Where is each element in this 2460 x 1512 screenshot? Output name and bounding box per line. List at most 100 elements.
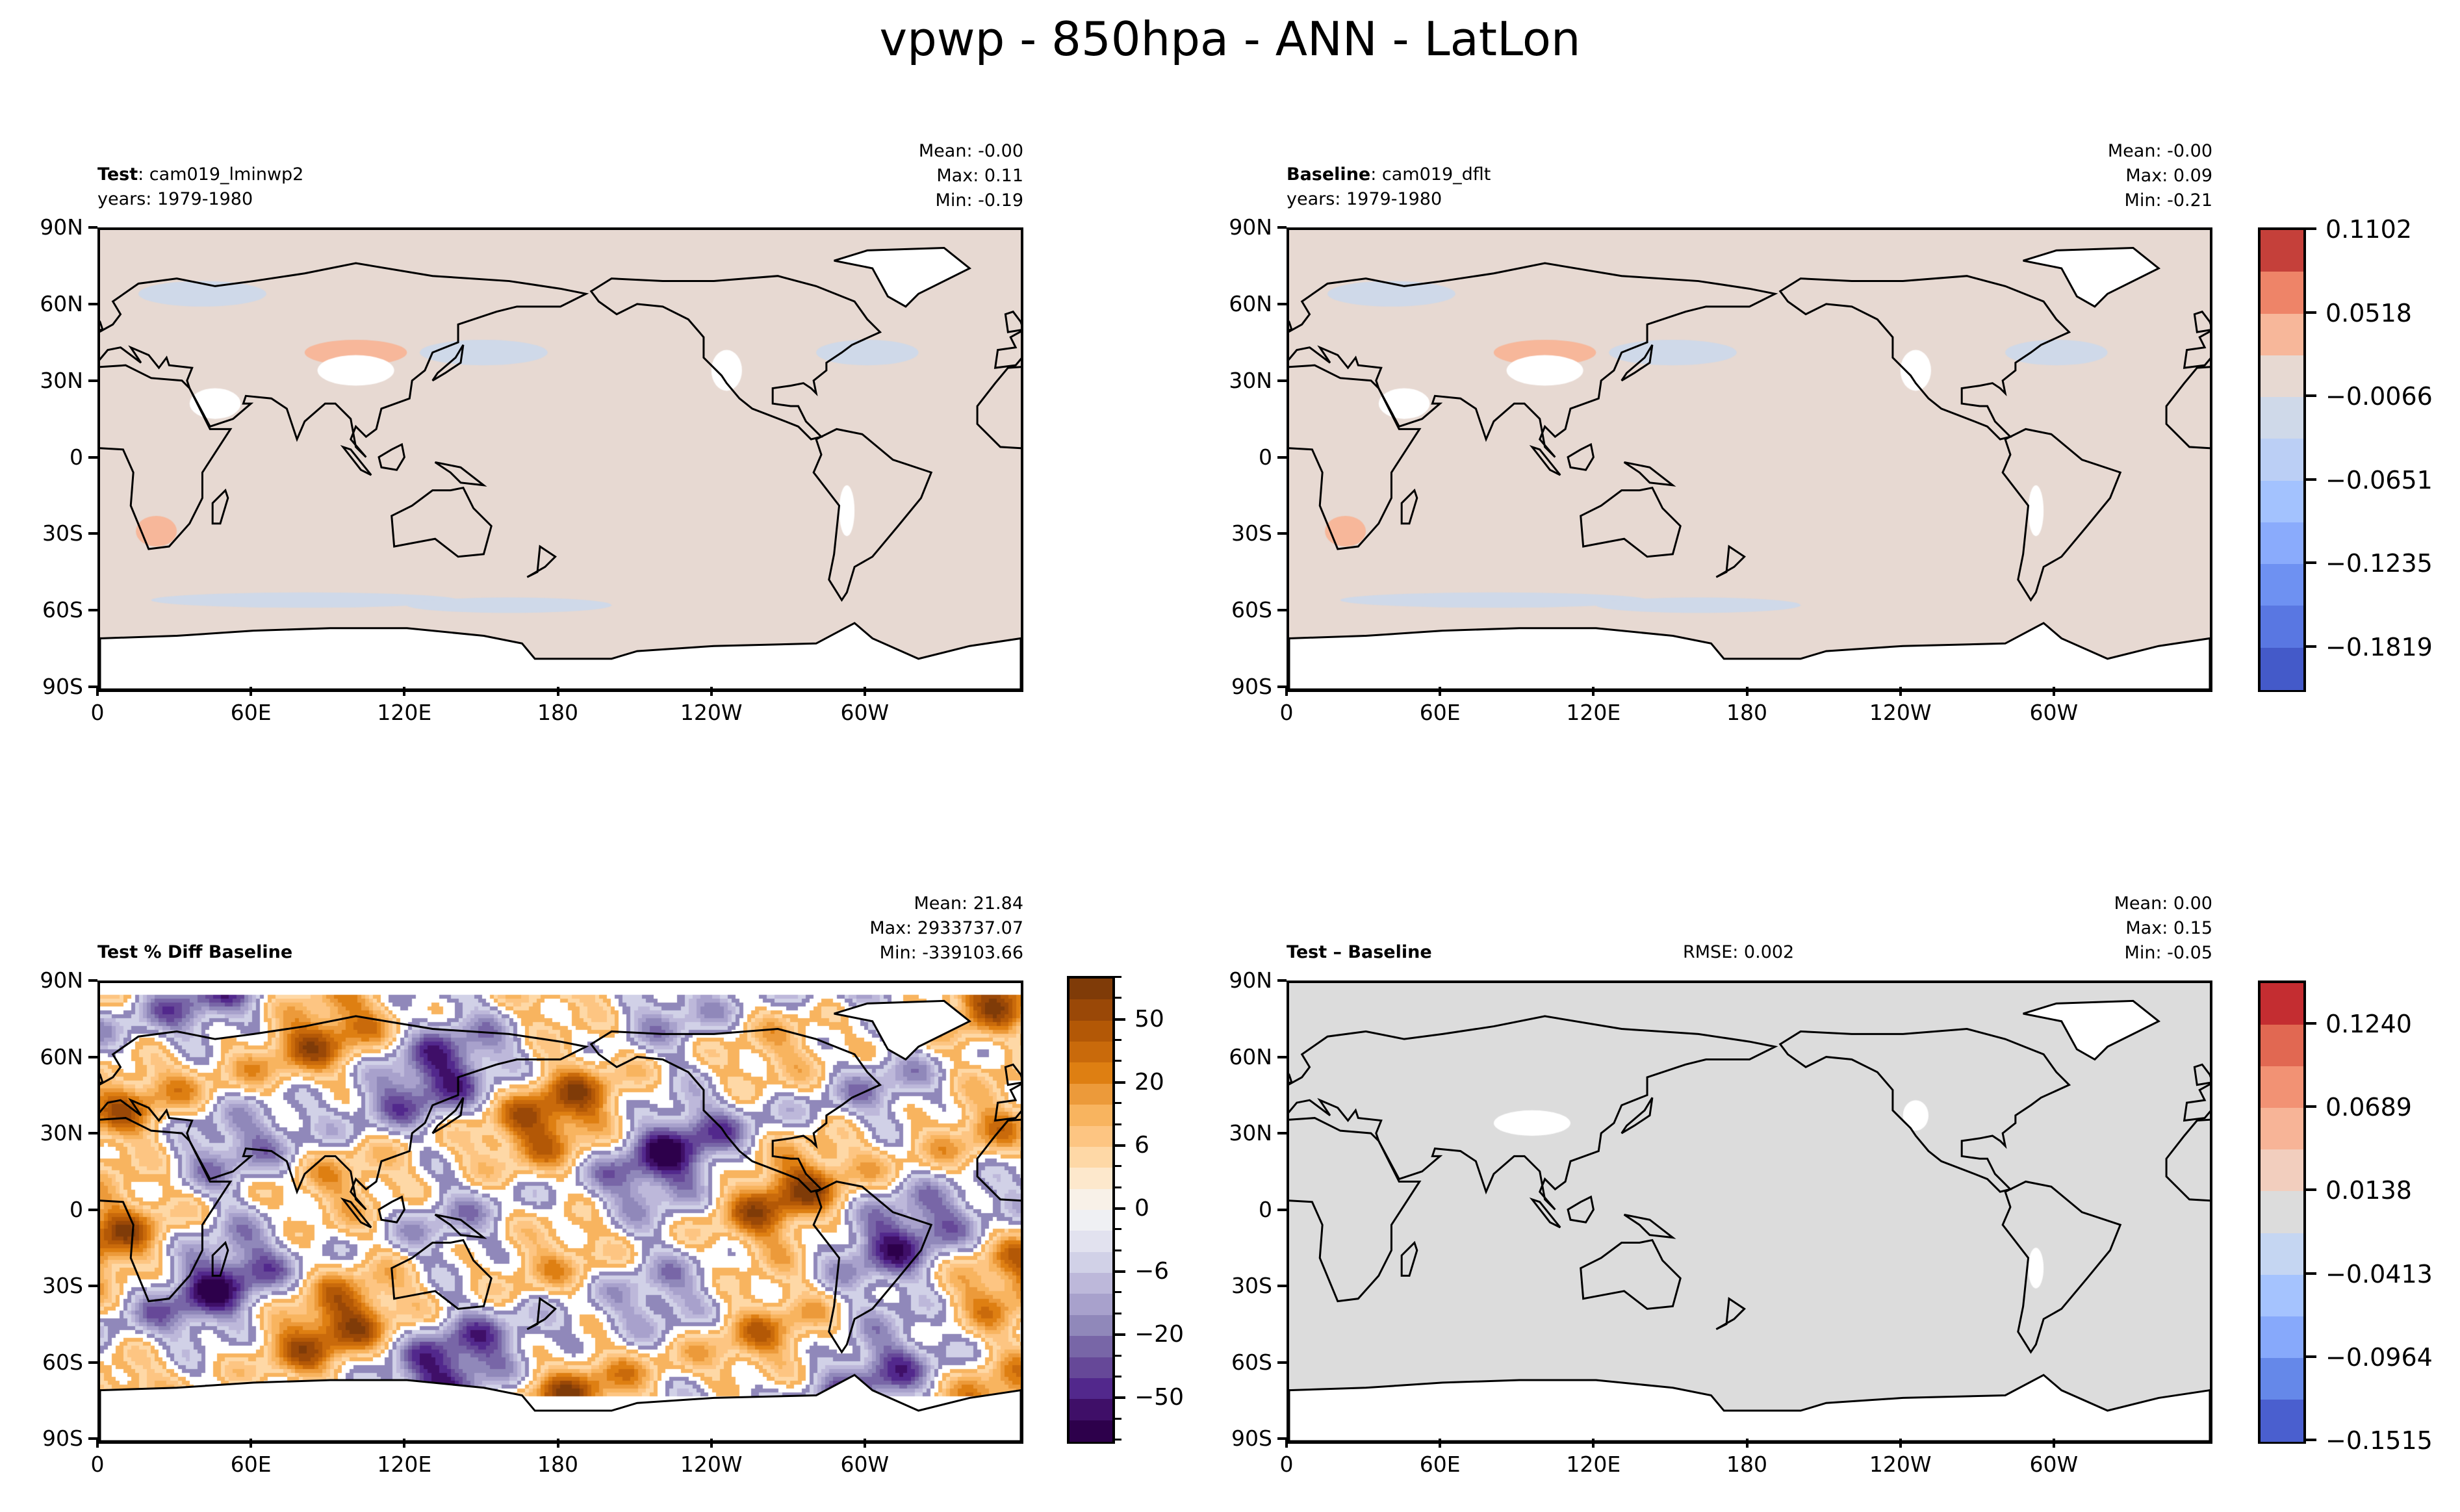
coastline-africa bbox=[2166, 365, 2210, 549]
y-tick-label: 30N bbox=[1229, 1120, 1272, 1146]
y-tick-label: 60N bbox=[40, 1044, 83, 1070]
coastline-eurasia bbox=[2185, 263, 2210, 457]
coastline-greenland bbox=[834, 248, 970, 306]
colorbar-bin bbox=[1070, 1210, 1112, 1232]
colorbar-bin bbox=[2261, 1274, 2303, 1317]
colorbar-tick-mark bbox=[2306, 394, 2316, 398]
y-tick-mark bbox=[1277, 1437, 1287, 1440]
coastline-nz bbox=[527, 546, 555, 577]
y-tick-label: 30N bbox=[1229, 367, 1272, 393]
x-tick-label: 60E bbox=[1419, 700, 1461, 725]
coastline-madagascar bbox=[1402, 1243, 1417, 1276]
x-tick-label: 120W bbox=[680, 700, 743, 725]
colorbar-bin bbox=[2261, 313, 2303, 356]
y-tick-mark bbox=[88, 686, 97, 688]
colorbar-bin bbox=[2261, 1399, 2303, 1442]
colorbar-tick-mark bbox=[1115, 1207, 1125, 1210]
stat-mean: Mean: 21.84 bbox=[914, 893, 1023, 914]
coastline-nz bbox=[1716, 546, 1744, 577]
colorbar-minor-tick bbox=[1115, 1354, 1121, 1357]
coastline-japan bbox=[1622, 345, 1652, 381]
x-tick-label: 0 bbox=[90, 700, 105, 725]
y-tick-label: 90N bbox=[40, 214, 83, 240]
coastline-samerica bbox=[814, 1182, 931, 1352]
colorbar-bin bbox=[2261, 1066, 2303, 1109]
x-tick-mark bbox=[863, 1439, 866, 1448]
y-tick-label: 90S bbox=[1231, 674, 1272, 699]
colorbar-bin bbox=[1070, 1399, 1112, 1421]
coastline-africa bbox=[2166, 1118, 2210, 1301]
y-tick-label: 0 bbox=[1259, 444, 1272, 470]
x-tick-label: 180 bbox=[1726, 1452, 1767, 1477]
colorbar-tick-mark bbox=[2306, 1272, 2316, 1275]
colorbar-bin bbox=[2261, 647, 2303, 690]
x-tick-mark bbox=[2052, 687, 2055, 696]
x-tick-mark bbox=[96, 687, 99, 696]
baseline-case: : cam019_dflt bbox=[1370, 164, 1491, 185]
coastline-antarctica bbox=[100, 623, 1021, 689]
colorbar-tick-mark bbox=[1115, 1144, 1125, 1147]
colorbar-tick-label: 0.1102 bbox=[2325, 215, 2412, 244]
y-tick-mark bbox=[1277, 226, 1287, 229]
coastline-eurasia bbox=[100, 1016, 586, 1210]
test-label: Test bbox=[97, 164, 138, 185]
y-tick-mark bbox=[1277, 609, 1287, 612]
colorbar-bin bbox=[2261, 606, 2303, 648]
baseline-header: Baseline: cam019_dflt years: 1979-1980 bbox=[1287, 162, 1491, 212]
stat-max: Max: 0.11 bbox=[936, 166, 1023, 186]
y-tick-mark bbox=[1277, 1208, 1287, 1211]
x-tick-mark bbox=[1439, 1439, 1442, 1448]
y-tick-mark bbox=[88, 1361, 97, 1364]
stat-min: Min: -0.05 bbox=[2124, 943, 2212, 963]
coastline-sumatra bbox=[343, 447, 371, 475]
colorbar-minor-tick bbox=[1115, 997, 1121, 999]
x-tick-mark bbox=[1439, 687, 1442, 696]
x-tick-label: 120E bbox=[377, 1452, 432, 1477]
coastline-greenland bbox=[834, 1001, 970, 1059]
colorbar-bin bbox=[2261, 272, 2303, 314]
colorbar-minor-tick bbox=[1115, 1228, 1121, 1231]
percent-diff-colorbar bbox=[1067, 976, 1115, 1444]
colorbar-bin bbox=[2261, 439, 2303, 481]
coastline-newguinea bbox=[1624, 462, 1673, 485]
coastline-madagascar bbox=[212, 491, 228, 524]
colorbar-bin bbox=[1070, 1336, 1112, 1358]
coastline-uk bbox=[100, 312, 103, 332]
test-header: Test: cam019_lminwp2 years: 1979-1980 bbox=[97, 162, 303, 212]
coastline-borneo bbox=[379, 444, 404, 470]
x-tick-mark bbox=[96, 1439, 99, 1448]
coastline-sumatra bbox=[343, 1199, 371, 1227]
y-tick-label: 60S bbox=[42, 1349, 83, 1375]
colorbar-bin bbox=[1070, 1251, 1112, 1274]
colorbar-bin bbox=[1070, 1294, 1112, 1316]
colorbar-tick-mark bbox=[2306, 311, 2316, 314]
colorbar-tick-label: −0.0066 bbox=[2325, 382, 2433, 411]
x-tick-label: 60W bbox=[840, 1452, 890, 1477]
y-tick-mark bbox=[88, 302, 97, 305]
colorbar-bin bbox=[2261, 983, 2303, 1026]
coastlines bbox=[100, 230, 1021, 689]
coastline-namerica bbox=[1780, 1029, 2069, 1192]
y-tick-mark bbox=[88, 455, 97, 459]
colorbar-minor-tick bbox=[1115, 1249, 1121, 1251]
coastline-japan bbox=[433, 345, 463, 381]
y-tick-label: 30N bbox=[40, 367, 83, 393]
colorbar-minor-tick bbox=[1115, 1123, 1121, 1125]
colorbar-tick-mark bbox=[2306, 1022, 2316, 1025]
colorbar-tick-label: −0.0413 bbox=[2325, 1259, 2433, 1288]
colorbar-bin bbox=[1070, 1125, 1112, 1147]
stat-max: Max: 0.15 bbox=[2125, 918, 2212, 938]
coastline-australia bbox=[1581, 488, 1681, 557]
y-tick-label: 30S bbox=[42, 1273, 83, 1298]
coastline-eurasia bbox=[995, 1016, 1021, 1210]
x-tick-mark bbox=[556, 687, 559, 696]
test-map bbox=[97, 227, 1023, 692]
colorbar-bin bbox=[1070, 1231, 1112, 1253]
y-tick-mark bbox=[88, 1437, 97, 1440]
coastline-eurasia bbox=[100, 263, 586, 457]
colorbar-bin bbox=[1070, 999, 1112, 1021]
coastline-borneo bbox=[379, 1197, 404, 1222]
stat-min: Min: -0.19 bbox=[935, 190, 1023, 211]
colorbar-bin bbox=[1070, 1420, 1112, 1442]
x-tick-label: 120W bbox=[1869, 700, 1932, 725]
